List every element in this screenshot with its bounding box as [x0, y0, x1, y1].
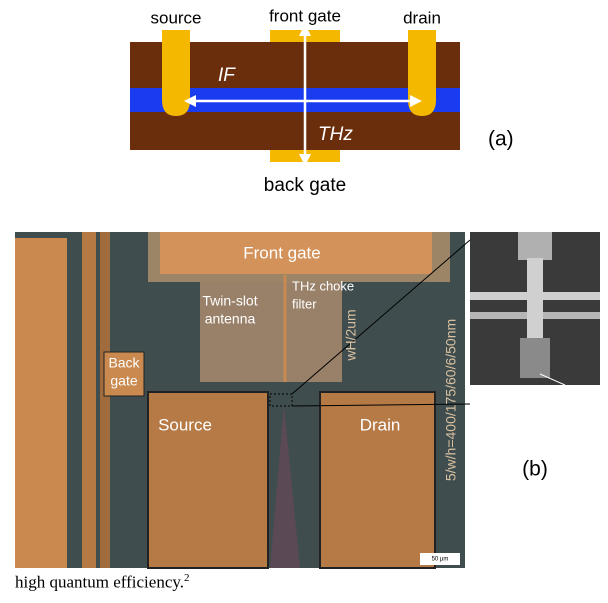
label: front gate	[269, 6, 341, 25]
label: 50 µm	[432, 557, 449, 563]
sem-gate	[527, 258, 543, 338]
label: drain	[403, 8, 441, 27]
label: Source	[158, 415, 212, 434]
page: source front gate drain back gate (a) IF…	[0, 0, 608, 603]
sem-gate	[518, 232, 552, 260]
label: antenna	[205, 311, 256, 327]
label: source	[150, 8, 201, 27]
sem-gate	[520, 338, 550, 378]
figure: source front gate drain back gate (a) IF…	[0, 0, 608, 570]
label: Front gate	[243, 243, 321, 262]
panel-label: (b)	[522, 458, 548, 481]
label: THz choke	[292, 278, 354, 293]
label: Front gate	[507, 389, 566, 404]
label: IF	[218, 65, 236, 86]
panel-label: (a)	[488, 128, 514, 151]
label: Twin-slot	[202, 293, 257, 309]
label: Drain	[360, 415, 401, 434]
label: gate	[110, 373, 137, 389]
strip	[82, 232, 96, 568]
label: Back	[108, 355, 140, 371]
label: THz	[318, 124, 353, 145]
label: back gate	[264, 175, 346, 196]
label: filter	[292, 296, 317, 311]
label: wH/2um	[343, 309, 359, 361]
caption: high quantum efficiency.2	[15, 572, 190, 593]
footnote: 2	[184, 572, 190, 584]
strip	[100, 232, 110, 568]
label: 5/w/h=400/175/60/6/50nm	[443, 319, 459, 481]
source-contact	[162, 30, 190, 116]
pad	[15, 238, 67, 568]
caption-text: high quantum efficiency.	[15, 573, 184, 592]
